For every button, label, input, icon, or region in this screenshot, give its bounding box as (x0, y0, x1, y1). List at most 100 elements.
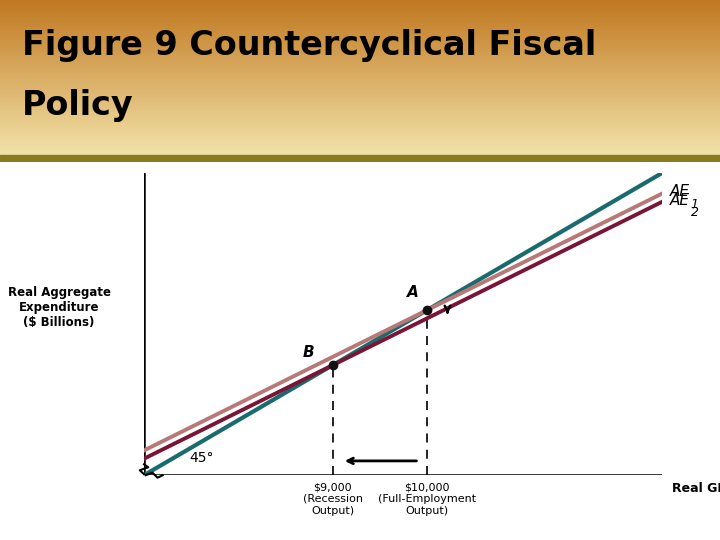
Bar (0, 14, 720, 15)
Bar (0, 73, 720, 75)
Bar (0, 41, 720, 42)
Bar (0, 122, 720, 123)
Bar (0, 132, 720, 133)
Bar (0, 126, 720, 127)
Bar (0, 77, 720, 78)
Bar (0, 56, 720, 57)
Bar (0, 159, 720, 160)
Text: B: B (303, 345, 315, 360)
Bar (0, 103, 720, 104)
Bar (0, 27, 720, 28)
Bar (0, 124, 720, 125)
Bar (0, 9, 720, 10)
Bar (0, 64, 720, 65)
Bar (0, 65, 720, 66)
Bar (0, 145, 720, 146)
Bar (0, 117, 720, 118)
Text: 1: 1 (690, 198, 698, 211)
Bar (0, 57, 720, 58)
Bar (0, 36, 720, 37)
Bar (0, 121, 720, 122)
Bar (0, 150, 720, 151)
Bar (0, 151, 720, 152)
Bar (0, 83, 720, 84)
Bar (0, 55, 720, 56)
Bar (0, 90, 720, 91)
Bar (0, 118, 720, 119)
Bar (0, 30, 720, 31)
Text: $10,000
(Full-Employment
Output): $10,000 (Full-Employment Output) (378, 482, 476, 516)
Bar (0, 67, 720, 68)
Bar (0, 143, 720, 144)
Bar (0, 113, 720, 114)
Text: 2: 2 (690, 206, 698, 219)
Text: $9,000
(Recession
Output): $9,000 (Recession Output) (302, 482, 362, 516)
Bar (0, 35, 720, 36)
Bar (0, 66, 720, 67)
Bar (0, 79, 720, 80)
Bar (0, 68, 720, 69)
Bar (0, 52, 720, 53)
Bar (0, 15, 720, 16)
Bar (0, 4, 720, 5)
Bar (0, 26, 720, 27)
Bar (0, 17, 720, 18)
Bar (0, 21, 720, 22)
Bar (0, 48, 720, 49)
Bar (0, 59, 720, 60)
Bar (0, 160, 720, 161)
Bar (0, 137, 720, 138)
Bar (0, 75, 720, 76)
Bar (0, 6, 720, 8)
Bar (0, 111, 720, 112)
Bar (0, 153, 720, 154)
Bar (0, 18, 720, 19)
Bar (0, 80, 720, 81)
Bar (0, 81, 720, 82)
Bar (0, 25, 720, 26)
Bar (0, 12, 720, 13)
Bar (0, 76, 720, 77)
Bar (0, 108, 720, 109)
Bar (0, 3, 720, 4)
Bar (0, 112, 720, 113)
Bar (0, 114, 720, 116)
Bar (0, 1, 720, 2)
Bar (0, 140, 720, 141)
Bar (0, 102, 720, 103)
Bar (0, 110, 720, 111)
Bar (0, 23, 720, 24)
Bar (0, 46, 720, 48)
Bar (0, 8, 720, 9)
Bar (0, 45, 720, 46)
Bar (0, 107, 720, 108)
Bar (0, 87, 720, 89)
Bar (0, 97, 720, 98)
Bar (0, 105, 720, 106)
Text: AE: AE (670, 193, 690, 207)
Bar (0, 85, 720, 86)
Bar (0, 106, 720, 107)
Text: Policy: Policy (22, 89, 133, 122)
Text: AE: AE (670, 184, 690, 199)
Bar (0, 43, 720, 44)
Bar (0, 125, 720, 126)
Bar (0, 82, 720, 83)
Bar (0, 71, 720, 72)
Bar (0, 72, 720, 73)
Bar (0, 49, 720, 50)
Bar (0, 32, 720, 33)
Bar (0, 54, 720, 55)
Bar (0, 70, 720, 71)
Bar (0, 157, 720, 158)
Bar (0, 99, 720, 100)
Bar (0, 109, 720, 110)
Bar (0, 135, 720, 136)
Bar (0, 33, 720, 35)
Bar (0, 133, 720, 134)
Bar (0, 22, 720, 23)
Bar (0, 152, 720, 153)
Bar (0, 86, 720, 87)
Bar (0, 93, 720, 94)
Bar (0, 94, 720, 95)
